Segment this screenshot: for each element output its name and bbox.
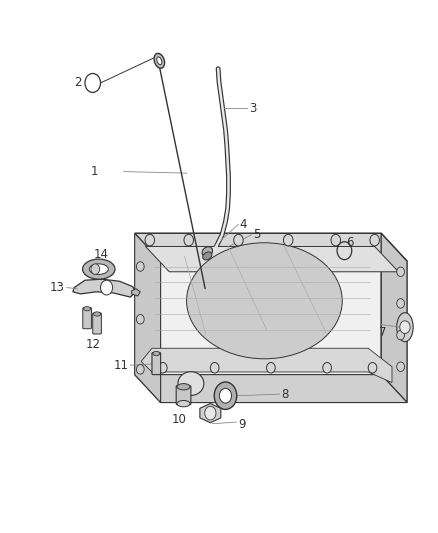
Circle shape: [397, 330, 405, 340]
Text: 11: 11: [113, 359, 128, 372]
Text: 9: 9: [238, 418, 246, 431]
Ellipse shape: [203, 252, 212, 260]
Text: 6: 6: [346, 236, 354, 249]
Ellipse shape: [397, 313, 413, 342]
Ellipse shape: [178, 372, 204, 395]
Circle shape: [234, 235, 243, 246]
Circle shape: [400, 321, 410, 334]
Circle shape: [214, 382, 237, 409]
FancyBboxPatch shape: [83, 308, 92, 329]
Polygon shape: [73, 279, 136, 297]
Polygon shape: [200, 403, 221, 423]
Text: 8: 8: [282, 387, 289, 401]
Circle shape: [210, 362, 219, 373]
Text: 12: 12: [85, 338, 100, 351]
Circle shape: [145, 235, 155, 246]
Circle shape: [397, 298, 405, 308]
Text: 5: 5: [253, 228, 260, 241]
Text: 14: 14: [93, 248, 109, 261]
Polygon shape: [134, 233, 381, 375]
Circle shape: [368, 362, 377, 373]
Circle shape: [283, 235, 293, 246]
Text: 2: 2: [74, 76, 82, 89]
Polygon shape: [132, 289, 140, 296]
Circle shape: [331, 235, 340, 246]
Circle shape: [397, 362, 405, 372]
Circle shape: [267, 362, 275, 373]
Circle shape: [323, 362, 332, 373]
Text: 1: 1: [90, 165, 98, 178]
Text: 10: 10: [172, 413, 187, 426]
Ellipse shape: [187, 243, 342, 359]
Circle shape: [136, 262, 144, 271]
Circle shape: [159, 362, 167, 373]
Circle shape: [219, 389, 232, 403]
Ellipse shape: [157, 57, 162, 64]
Ellipse shape: [177, 400, 190, 407]
Polygon shape: [145, 246, 399, 272]
Circle shape: [397, 267, 405, 277]
Circle shape: [136, 365, 144, 374]
Ellipse shape: [89, 264, 108, 274]
Polygon shape: [134, 375, 407, 402]
Ellipse shape: [83, 259, 115, 279]
Ellipse shape: [153, 351, 160, 356]
Ellipse shape: [202, 247, 212, 257]
FancyBboxPatch shape: [152, 352, 161, 375]
Circle shape: [370, 235, 379, 246]
Polygon shape: [134, 233, 407, 261]
Polygon shape: [141, 348, 392, 383]
Ellipse shape: [154, 53, 165, 68]
Text: 3: 3: [249, 102, 257, 115]
Circle shape: [91, 264, 100, 274]
Circle shape: [205, 406, 216, 420]
Circle shape: [100, 280, 113, 295]
FancyBboxPatch shape: [176, 386, 191, 405]
Text: 4: 4: [240, 218, 247, 231]
FancyBboxPatch shape: [93, 313, 101, 334]
Circle shape: [136, 314, 144, 324]
Text: 13: 13: [50, 281, 65, 294]
Ellipse shape: [94, 312, 100, 316]
Polygon shape: [381, 233, 407, 402]
Ellipse shape: [177, 384, 190, 390]
Text: 7: 7: [379, 326, 386, 339]
Ellipse shape: [84, 306, 91, 311]
Polygon shape: [134, 233, 161, 402]
Circle shape: [184, 235, 194, 246]
